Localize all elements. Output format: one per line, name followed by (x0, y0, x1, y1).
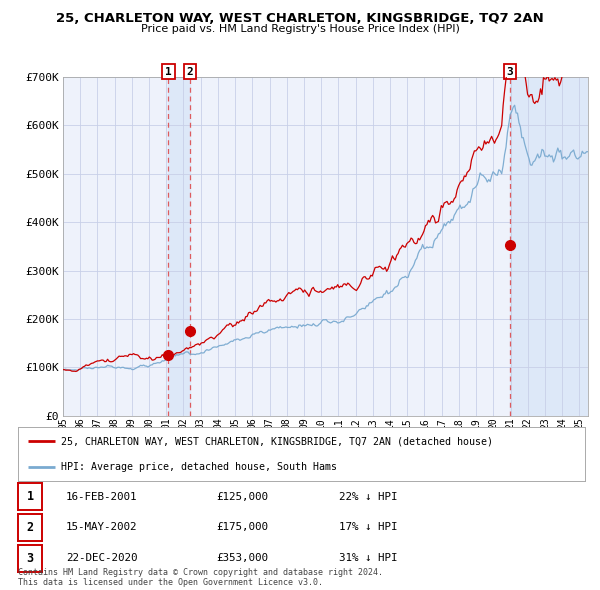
Text: 2: 2 (187, 67, 193, 77)
Text: 22-DEC-2020: 22-DEC-2020 (66, 553, 137, 563)
Text: HPI: Average price, detached house, South Hams: HPI: Average price, detached house, Sout… (61, 463, 337, 472)
Text: 16-FEB-2001: 16-FEB-2001 (66, 492, 137, 502)
Text: 15-MAY-2002: 15-MAY-2002 (66, 523, 137, 532)
Text: Contains HM Land Registry data © Crown copyright and database right 2024.
This d: Contains HM Land Registry data © Crown c… (18, 568, 383, 587)
Text: 1: 1 (26, 490, 34, 503)
Text: Price paid vs. HM Land Registry's House Price Index (HPI): Price paid vs. HM Land Registry's House … (140, 24, 460, 34)
Text: 25, CHARLETON WAY, WEST CHARLETON, KINGSBRIDGE, TQ7 2AN (detached house): 25, CHARLETON WAY, WEST CHARLETON, KINGS… (61, 436, 493, 446)
Text: £175,000: £175,000 (216, 523, 268, 532)
Text: £125,000: £125,000 (216, 492, 268, 502)
Bar (510, 77, 588, 416)
Bar (169, 77, 190, 416)
Text: 3: 3 (506, 67, 513, 77)
Text: 1: 1 (165, 67, 172, 77)
Text: £353,000: £353,000 (216, 553, 268, 563)
Text: 31% ↓ HPI: 31% ↓ HPI (339, 553, 397, 563)
Text: 2: 2 (26, 521, 34, 534)
Text: 22% ↓ HPI: 22% ↓ HPI (339, 492, 397, 502)
Text: 17% ↓ HPI: 17% ↓ HPI (339, 523, 397, 532)
Text: 25, CHARLETON WAY, WEST CHARLETON, KINGSBRIDGE, TQ7 2AN: 25, CHARLETON WAY, WEST CHARLETON, KINGS… (56, 12, 544, 25)
Text: 3: 3 (26, 552, 34, 565)
